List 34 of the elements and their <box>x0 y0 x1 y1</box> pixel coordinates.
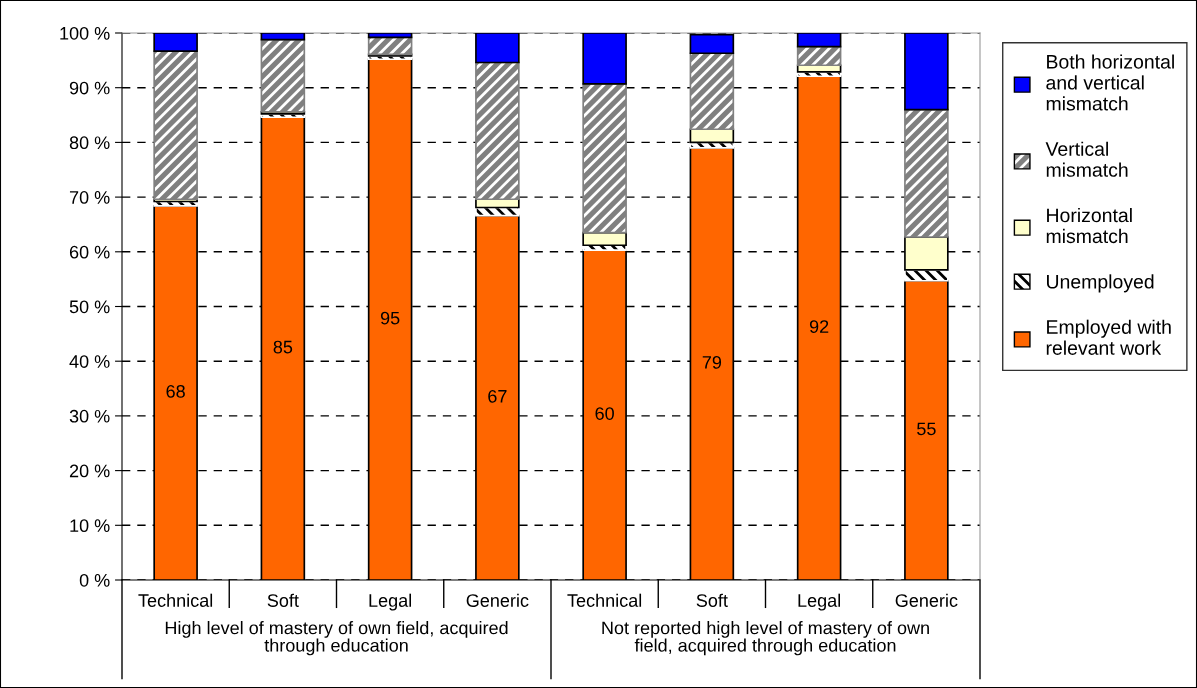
legend-label: Employed with relevant work <box>1046 319 1171 355</box>
y-tick-label: 20 % <box>69 464 110 478</box>
x-tick-label: Soft <box>696 593 728 607</box>
data-label: 95 <box>380 311 400 325</box>
y-tick-label: 80 % <box>69 136 110 150</box>
data-label: 55 <box>917 422 936 436</box>
y-tick-label: 40 % <box>69 355 110 368</box>
x-tick-label: Legal <box>369 593 412 611</box>
y-tick-label: 60 % <box>69 245 110 259</box>
data-label: 68 <box>166 384 185 398</box>
data-label: 85 <box>273 340 293 354</box>
y-tick-label: 0 % <box>79 573 110 587</box>
y-tick-label: 10 % <box>70 519 110 533</box>
y-tick-label: 100 % <box>60 26 110 40</box>
legend-label: Unemployed <box>1047 274 1154 293</box>
x-tick-label: Technical <box>567 593 642 607</box>
data-label: 67 <box>488 389 507 403</box>
text: High level of mastery of own field, acquired through education <box>165 621 508 656</box>
y-tick-label: 90 % <box>69 81 110 95</box>
legend-label: Horizontal mismatch <box>1046 207 1132 244</box>
x-tick-label: Soft <box>267 593 299 607</box>
y-tick-label: 50 % <box>69 300 110 314</box>
data-label: 60 <box>595 407 614 420</box>
x-tick-label: Legal <box>798 593 841 611</box>
legend-label: Both horizontal and vertical mismatch <box>1046 54 1174 111</box>
data-label: 92 <box>809 320 829 333</box>
y-tick-label: 30 % <box>69 409 110 423</box>
data-label: 79 <box>702 356 722 369</box>
x-tick-label: Generic <box>895 593 958 607</box>
text: Not reported high level of mastery of own field, acquired through education <box>602 621 929 656</box>
legend-label: Vertical mismatch <box>1045 141 1128 177</box>
y-tick-label: 70 % <box>69 191 110 204</box>
x-tick-label: Technical <box>138 593 213 607</box>
x-tick-label: Generic <box>466 593 529 607</box>
